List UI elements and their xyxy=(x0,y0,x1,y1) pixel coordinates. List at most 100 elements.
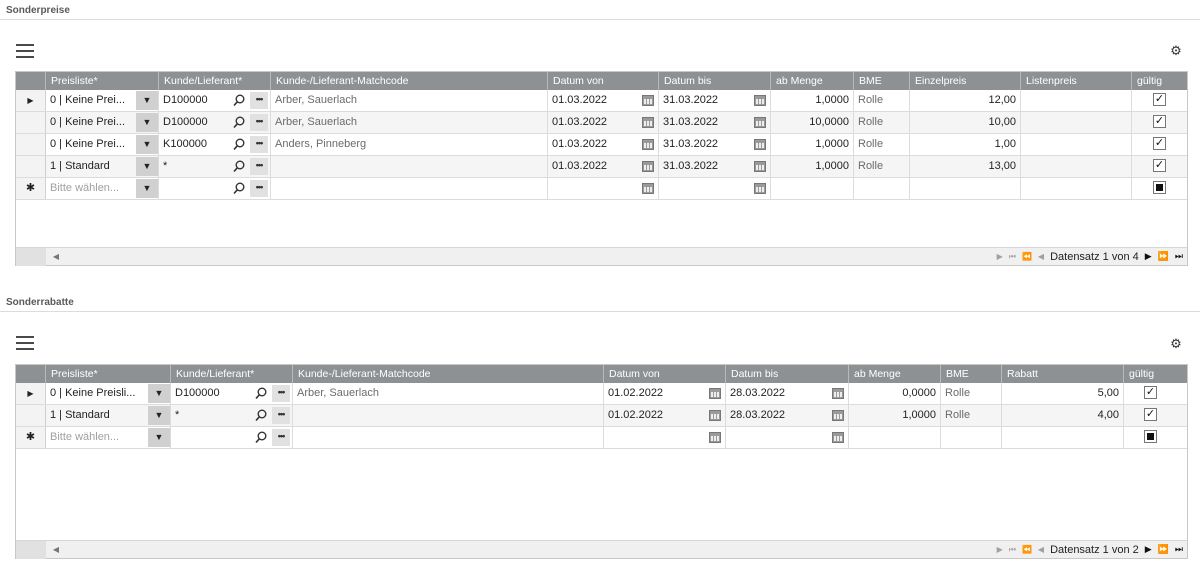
cell-kunde[interactable]: D100000 ••• xyxy=(159,90,271,111)
cell-matchcode[interactable] xyxy=(271,156,548,177)
cell-kunde[interactable]: * ••• xyxy=(171,405,293,426)
cell-datum-von[interactable]: 01.03.2022 xyxy=(548,156,659,177)
table-row[interactable]: 1 | Standard ▼ * ••• 01.03.2022 31.03.2022… xyxy=(16,156,1187,178)
column-header-matchcode[interactable]: Kunde-/Lieferant-Matchcode xyxy=(293,365,604,383)
calendar-icon[interactable] xyxy=(754,161,766,172)
cell-einzelpreis[interactable] xyxy=(910,178,1021,199)
column-header-kunde[interactable]: Kunde/Lieferant* xyxy=(159,72,271,90)
column-header-ab-menge[interactable]: ab Menge xyxy=(771,72,854,90)
column-header-datum-von[interactable]: Datum von xyxy=(548,72,659,90)
rewind-icon[interactable]: ⏪ xyxy=(1021,545,1032,554)
cell-kunde[interactable]: K100000 ••• xyxy=(159,134,271,155)
cell-bme[interactable] xyxy=(941,427,1002,448)
column-header-bme[interactable]: BME xyxy=(854,72,910,90)
search-icon[interactable] xyxy=(230,90,248,111)
calendar-icon[interactable] xyxy=(642,139,654,150)
fast-forward-icon[interactable]: ⏩ xyxy=(1157,544,1169,554)
cell-preisliste[interactable]: 1 | Standard ▼ xyxy=(46,405,171,426)
cell-matchcode[interactable]: Arber, Sauerlach xyxy=(271,112,548,133)
cell-bme[interactable]: Rolle xyxy=(854,156,910,177)
cell-ab-menge[interactable]: 0,0000 xyxy=(849,383,941,404)
cell-preisliste[interactable]: Bitte wählen... ▼ xyxy=(46,427,171,448)
next-icon[interactable]: ▶ xyxy=(1144,251,1152,261)
cell-datum-von[interactable]: 01.03.2022 xyxy=(548,112,659,133)
hamburger-menu-icon[interactable] xyxy=(16,336,34,350)
cell-datum-von[interactable]: 01.03.2022 xyxy=(548,90,659,111)
cell-datum-bis[interactable] xyxy=(726,427,849,448)
cell-kunde[interactable]: * ••• xyxy=(159,156,271,177)
calendar-icon[interactable] xyxy=(709,388,721,399)
cell-einzelpreis[interactable]: 1,00 xyxy=(910,134,1021,155)
cell-gueltig[interactable]: ✓ xyxy=(1132,156,1187,177)
chevron-down-icon[interactable]: ▼ xyxy=(148,406,170,425)
table-row[interactable]: 0 | Keine Prei... ▼ D100000 ••• Arber, Sau… xyxy=(16,112,1187,134)
column-header-preisliste[interactable]: Preisliste* xyxy=(46,365,171,383)
last-page-icon[interactable]: ⏭ xyxy=(1174,544,1183,554)
ellipsis-icon[interactable]: ••• xyxy=(250,180,268,197)
calendar-icon[interactable] xyxy=(642,183,654,194)
cell-ab-menge[interactable]: 1,0000 xyxy=(771,134,854,155)
new-row[interactable]: ✱ Bitte wählen... ▼ ••• xyxy=(16,427,1187,449)
calendar-icon[interactable] xyxy=(709,410,721,421)
cell-gueltig[interactable] xyxy=(1124,427,1177,448)
cell-ab-menge[interactable] xyxy=(849,427,941,448)
checkbox-icon[interactable]: ✓ xyxy=(1153,93,1166,106)
cell-bme[interactable]: Rolle xyxy=(941,383,1002,404)
cell-preisliste[interactable]: 0 | Keine Prei... ▼ xyxy=(46,90,159,111)
horizontal-scrollbar[interactable] xyxy=(16,247,46,266)
calendar-icon[interactable] xyxy=(754,117,766,128)
cell-gueltig[interactable] xyxy=(1132,178,1187,199)
checkbox-icon[interactable]: ✓ xyxy=(1144,408,1157,421)
cell-datum-bis[interactable]: 31.03.2022 xyxy=(659,112,771,133)
ellipsis-icon[interactable]: ••• xyxy=(250,158,268,175)
cell-bme[interactable]: Rolle xyxy=(854,112,910,133)
scroll-left-icon[interactable]: ◀ xyxy=(52,545,60,554)
chevron-down-icon[interactable]: ▼ xyxy=(136,135,158,154)
checkbox-icon[interactable]: ✓ xyxy=(1144,386,1157,399)
calendar-icon[interactable] xyxy=(754,139,766,150)
cell-datum-von[interactable] xyxy=(604,427,726,448)
scroll-left-icon[interactable]: ◀ xyxy=(52,252,60,261)
cell-datum-bis[interactable]: 31.03.2022 xyxy=(659,90,771,111)
cell-gueltig[interactable]: ✓ xyxy=(1124,405,1177,426)
cell-einzelpreis[interactable]: 13,00 xyxy=(910,156,1021,177)
cell-preisliste[interactable]: 0 | Keine Prei... ▼ xyxy=(46,112,159,133)
column-header-gueltig[interactable]: gültig xyxy=(1137,75,1163,87)
cell-bme[interactable]: Rolle xyxy=(941,405,1002,426)
column-header-matchcode[interactable]: Kunde-/Lieferant-Matchcode xyxy=(271,72,548,90)
play-icon[interactable]: ▶ xyxy=(996,545,1003,554)
previous-icon[interactable]: ◀ xyxy=(1037,252,1045,261)
cell-ab-menge[interactable]: 1,0000 xyxy=(771,156,854,177)
search-icon[interactable] xyxy=(252,383,270,404)
chevron-down-icon[interactable]: ▼ xyxy=(148,384,170,403)
column-header-ab-menge[interactable]: ab Menge xyxy=(849,365,941,383)
cell-preisliste[interactable]: 0 | Keine Preisli... ▼ xyxy=(46,383,171,404)
cell-preisliste[interactable]: Bitte wählen... ▼ xyxy=(46,178,159,199)
cell-datum-von[interactable]: 01.02.2022 xyxy=(604,405,726,426)
cell-gueltig[interactable]: ✓ xyxy=(1132,90,1187,111)
column-header-datum-bis[interactable]: Datum bis xyxy=(659,72,771,90)
cell-listenpreis[interactable] xyxy=(1021,112,1132,133)
checkbox-icon[interactable] xyxy=(1144,430,1157,443)
search-icon[interactable] xyxy=(252,427,270,448)
cell-datum-von[interactable] xyxy=(548,178,659,199)
chevron-down-icon[interactable]: ▼ xyxy=(136,157,158,176)
cell-ab-menge[interactable]: 1,0000 xyxy=(771,90,854,111)
ellipsis-icon[interactable]: ••• xyxy=(272,429,290,446)
cell-kunde[interactable]: ••• xyxy=(159,178,271,199)
cell-datum-von[interactable]: 01.02.2022 xyxy=(604,383,726,404)
cell-matchcode[interactable] xyxy=(293,427,604,448)
cell-matchcode[interactable] xyxy=(293,405,604,426)
cell-ab-menge[interactable]: 1,0000 xyxy=(849,405,941,426)
cell-matchcode[interactable]: Anders, Pinneberg xyxy=(271,134,548,155)
cell-datum-von[interactable]: 01.03.2022 xyxy=(548,134,659,155)
cell-ab-menge[interactable] xyxy=(771,178,854,199)
cell-bme[interactable] xyxy=(854,178,910,199)
table-row[interactable]: ▶ 0 | Keine Preisli... ▼ D100000 ••• Arber… xyxy=(16,383,1187,405)
cell-preisliste[interactable]: 0 | Keine Prei... ▼ xyxy=(46,134,159,155)
cell-kunde[interactable]: D100000 ••• xyxy=(159,112,271,133)
column-header-listenpreis[interactable]: Listenpreis xyxy=(1021,72,1132,90)
cell-bme[interactable]: Rolle xyxy=(854,90,910,111)
cell-matchcode[interactable]: Arber, Sauerlach xyxy=(293,383,604,404)
table-row[interactable]: 0 | Keine Prei... ▼ K100000 ••• Anders, Pi… xyxy=(16,134,1187,156)
